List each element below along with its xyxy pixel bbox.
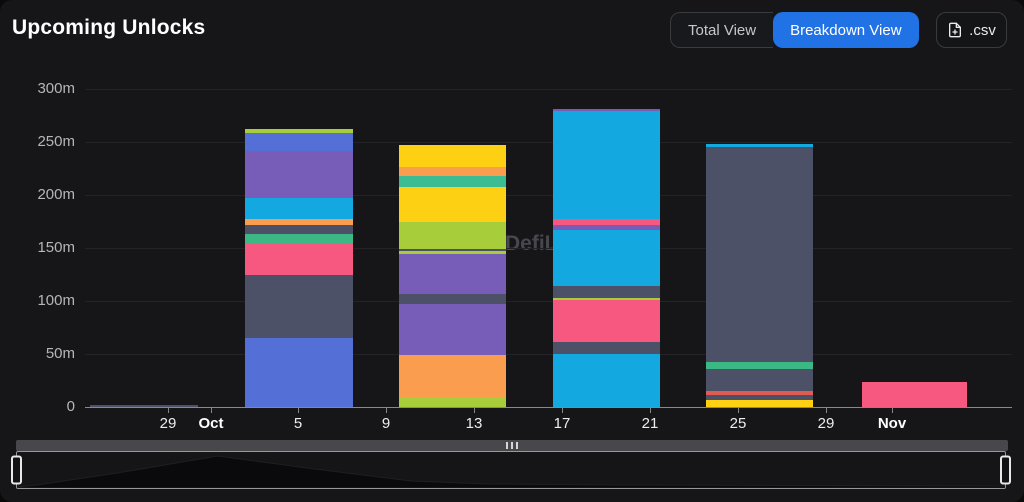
x-tick: [474, 408, 475, 413]
gridline: [85, 142, 1012, 143]
view-toggle: Total View Breakdown View: [670, 12, 919, 48]
bar-segment: [245, 150, 353, 199]
x-tick: [892, 408, 893, 413]
bar-segment: [399, 221, 506, 250]
right-brush-handle[interactable]: [1000, 455, 1011, 485]
total-view-button[interactable]: Total View: [670, 12, 774, 48]
x-tick: [168, 408, 169, 413]
x-tick: [211, 408, 212, 413]
unlock-bar[interactable]: [862, 381, 967, 407]
x-tick: [298, 408, 299, 413]
x-tick-label: 25: [729, 415, 747, 432]
bar-segment: [706, 391, 813, 396]
bar-segment: [553, 224, 660, 230]
gridline: [85, 248, 1012, 249]
bar-segment: [553, 299, 660, 343]
bar-segment: [706, 395, 813, 400]
x-tick: [826, 408, 827, 413]
bar-segment: [706, 399, 813, 407]
bar-segment: [706, 368, 813, 392]
bar-segment: [553, 229, 660, 287]
x-tick-label: 17: [553, 415, 571, 432]
gridline: [85, 195, 1012, 196]
y-tick-label: 200m: [37, 186, 75, 203]
gridline: [85, 354, 1012, 355]
x-axis-line: [85, 407, 1012, 408]
x-tick-label: 29: [817, 415, 835, 432]
x-tick-label: 13: [465, 415, 483, 432]
bar-segment: [399, 293, 506, 305]
y-tick-label: 100m: [37, 292, 75, 309]
x-tick: [650, 408, 651, 413]
x-tick-label: 5: [293, 415, 303, 432]
left-brush-handle[interactable]: [11, 455, 22, 485]
bar-segment: [553, 354, 660, 407]
csv-download-button[interactable]: .csv: [936, 12, 1007, 48]
x-tick-label: Nov: [877, 415, 907, 432]
csv-label: .csv: [969, 21, 996, 39]
bar-segment: [399, 355, 506, 398]
bar-segment: [399, 251, 506, 255]
bar-segment: [245, 338, 353, 407]
unlock-bar[interactable]: [399, 145, 506, 407]
bar-segment: [245, 242, 353, 275]
navigator-silhouette: [17, 455, 1005, 488]
unlock-bar[interactable]: [245, 129, 353, 407]
bar-segment: [862, 381, 967, 407]
y-tick-label: 50m: [45, 345, 75, 362]
bar-segment: [706, 147, 813, 362]
bar-segment: [553, 297, 660, 300]
file-plus-icon: [947, 22, 963, 38]
bar-segment: [245, 274, 353, 339]
bar-segment: [399, 186, 506, 222]
unlock-bar[interactable]: [706, 144, 813, 407]
bar-segment: [399, 304, 506, 356]
bar-segment: [706, 144, 813, 148]
y-tick-label: 150m: [37, 239, 75, 256]
grip-dots-icon: [506, 442, 518, 449]
gridline: [85, 89, 1012, 90]
y-tick-label: 300m: [37, 80, 75, 97]
x-tick: [386, 408, 387, 413]
bar-segment: [245, 132, 353, 151]
x-tick: [562, 408, 563, 413]
bar-segment: [245, 234, 353, 243]
bar-segment: [245, 129, 353, 133]
x-tick: [738, 408, 739, 413]
bar-segment: [399, 175, 506, 187]
x-tick-label: 29: [159, 415, 177, 432]
bar-segment: [553, 109, 660, 112]
breakdown-view-button[interactable]: Breakdown View: [773, 12, 919, 48]
bar-segment: [399, 167, 506, 176]
bar-segment: [553, 342, 660, 354]
x-tick-label: 21: [641, 415, 659, 432]
bar-segment: [706, 361, 813, 369]
bar-segment: [553, 286, 660, 298]
unlock-bar[interactable]: [90, 404, 198, 407]
y-tick-label: 250m: [37, 133, 75, 150]
chart-scrollbar[interactable]: [16, 440, 1008, 451]
bar-segment: [399, 249, 506, 252]
bar-segment: [245, 219, 353, 225]
y-tick-label: 0: [66, 398, 75, 415]
gridline: [85, 301, 1012, 302]
bar-segment: [90, 404, 198, 407]
bar-segment: [553, 219, 660, 225]
bar-segment: [399, 145, 506, 168]
bar-segment: [553, 111, 660, 220]
x-tick-label: 9: [381, 415, 391, 432]
x-tick-label: Oct: [198, 415, 224, 432]
unlock-bar[interactable]: [553, 109, 660, 407]
bar-segment: [245, 224, 353, 235]
page-title: Upcoming Unlocks: [12, 16, 206, 39]
bar-segment: [399, 397, 506, 407]
bar-segment: [399, 254, 506, 294]
bar-segment: [245, 198, 353, 220]
zoom-navigator[interactable]: [11, 451, 1011, 489]
